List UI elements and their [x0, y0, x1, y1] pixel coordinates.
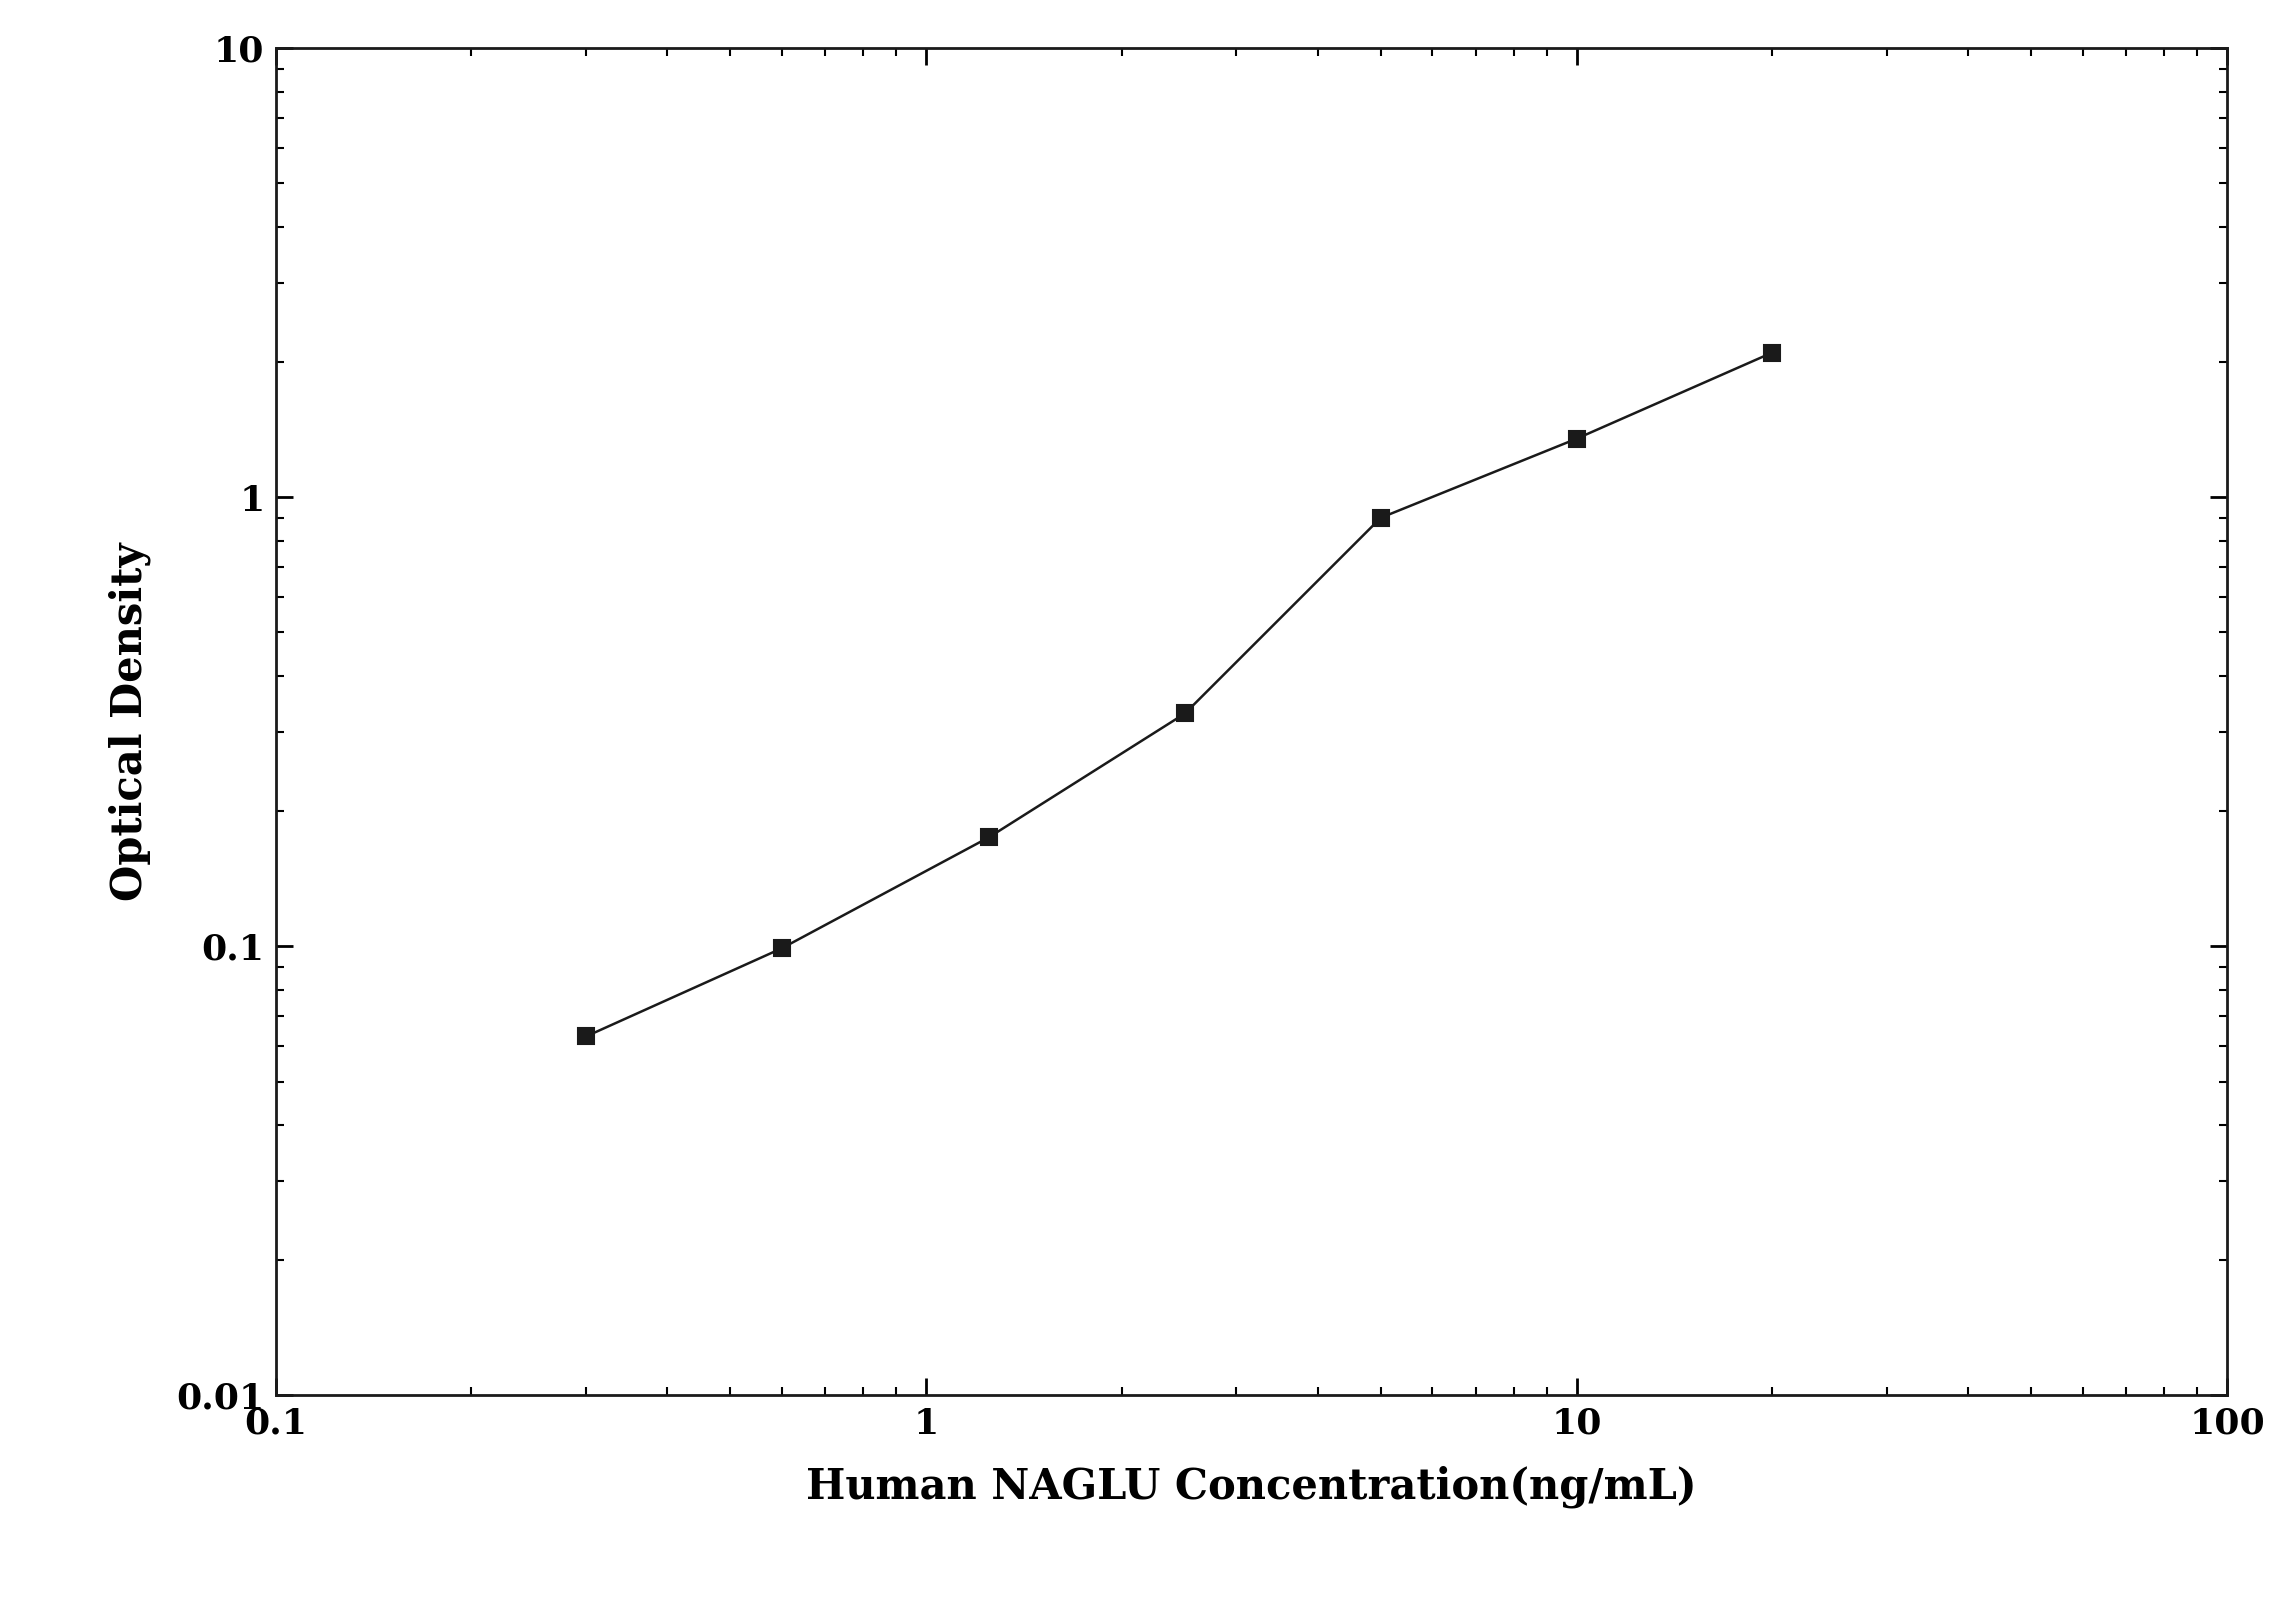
- Y-axis label: Optical Density: Optical Density: [108, 542, 152, 901]
- X-axis label: Human NAGLU Concentration(ng/mL): Human NAGLU Concentration(ng/mL): [806, 1466, 1697, 1508]
